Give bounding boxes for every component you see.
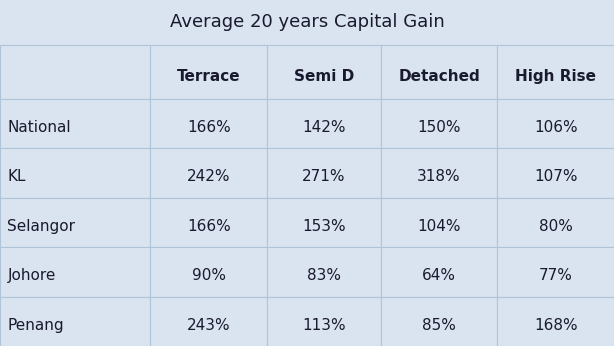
Bar bbox=[267, 297, 381, 346]
Bar bbox=[381, 99, 497, 148]
Bar bbox=[497, 247, 614, 297]
Bar bbox=[150, 148, 267, 198]
Text: 113%: 113% bbox=[302, 318, 346, 333]
Bar bbox=[381, 247, 497, 297]
Bar bbox=[267, 198, 381, 247]
Text: Detached: Detached bbox=[398, 69, 480, 84]
Bar bbox=[150, 198, 267, 247]
Text: Semi D: Semi D bbox=[293, 69, 354, 84]
Text: 166%: 166% bbox=[187, 120, 231, 135]
Text: 107%: 107% bbox=[534, 169, 577, 184]
Bar bbox=[381, 297, 497, 346]
Text: 166%: 166% bbox=[187, 219, 231, 234]
Text: 142%: 142% bbox=[302, 120, 346, 135]
Bar bbox=[150, 45, 267, 99]
Text: 77%: 77% bbox=[538, 268, 573, 283]
Text: 106%: 106% bbox=[534, 120, 578, 135]
Text: Selangor: Selangor bbox=[7, 219, 76, 234]
Text: 153%: 153% bbox=[302, 219, 346, 234]
Bar bbox=[0, 247, 150, 297]
Bar bbox=[267, 247, 381, 297]
Text: Penang: Penang bbox=[7, 318, 64, 333]
Text: 242%: 242% bbox=[187, 169, 230, 184]
Bar bbox=[0, 297, 150, 346]
Bar bbox=[0, 148, 150, 198]
Bar bbox=[497, 45, 614, 99]
Bar bbox=[381, 148, 497, 198]
Bar bbox=[267, 99, 381, 148]
Text: 64%: 64% bbox=[422, 268, 456, 283]
Text: 90%: 90% bbox=[192, 268, 226, 283]
Text: 104%: 104% bbox=[418, 219, 460, 234]
Text: High Rise: High Rise bbox=[515, 69, 596, 84]
Bar bbox=[150, 247, 267, 297]
Text: National: National bbox=[7, 120, 71, 135]
Text: 83%: 83% bbox=[307, 268, 341, 283]
Text: Terrace: Terrace bbox=[177, 69, 241, 84]
Bar bbox=[267, 148, 381, 198]
Bar bbox=[0, 45, 150, 99]
Text: 243%: 243% bbox=[187, 318, 231, 333]
Text: 318%: 318% bbox=[417, 169, 461, 184]
Bar bbox=[0, 99, 150, 148]
Bar bbox=[497, 297, 614, 346]
Text: KL: KL bbox=[7, 169, 26, 184]
Text: 150%: 150% bbox=[418, 120, 460, 135]
Bar bbox=[150, 297, 267, 346]
Bar bbox=[497, 148, 614, 198]
Bar bbox=[150, 99, 267, 148]
Bar bbox=[381, 45, 497, 99]
Bar bbox=[0, 198, 150, 247]
Text: 85%: 85% bbox=[422, 318, 456, 333]
Text: Average 20 years Capital Gain: Average 20 years Capital Gain bbox=[169, 13, 445, 31]
Text: 80%: 80% bbox=[538, 219, 573, 234]
Text: Johore: Johore bbox=[7, 268, 56, 283]
Bar bbox=[381, 198, 497, 247]
Text: 271%: 271% bbox=[302, 169, 346, 184]
Bar bbox=[497, 198, 614, 247]
Text: 168%: 168% bbox=[534, 318, 578, 333]
Bar bbox=[267, 45, 381, 99]
Bar bbox=[497, 99, 614, 148]
